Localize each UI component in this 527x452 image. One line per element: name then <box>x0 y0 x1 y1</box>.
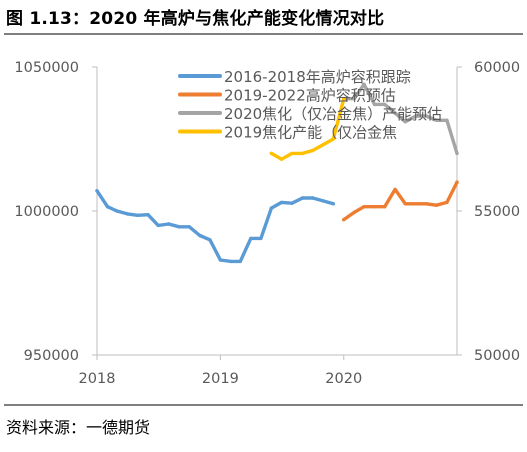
data-point-series-4 <box>342 97 346 101</box>
data-point-series-1 <box>269 206 274 210</box>
data-point-series-1 <box>187 225 191 229</box>
data-point-series-2 <box>383 205 387 209</box>
x-tick-label: 2019 <box>202 371 239 387</box>
data-point-series-3 <box>455 151 459 156</box>
data-point-series-1 <box>135 213 140 217</box>
source-note: 资料来源：一德期货 <box>6 418 151 437</box>
data-point-series-2 <box>434 203 439 207</box>
data-point-series-3 <box>383 102 387 107</box>
data-point-series-2 <box>445 200 449 205</box>
data-point-series-1 <box>156 223 160 228</box>
data-point-series-2 <box>424 202 428 206</box>
data-point-series-1 <box>146 213 150 217</box>
data-point-series-1 <box>167 222 171 226</box>
data-point-series-1 <box>321 199 325 203</box>
y-left-tick-label: 950000 <box>24 348 79 364</box>
y-right-tick-label: 60000 <box>474 60 520 76</box>
series-line-3 <box>342 82 459 156</box>
data-point-series-2 <box>403 202 407 206</box>
legend-label-3: 2020焦化（仅冶金焦）产能预估 <box>224 105 442 123</box>
x-tick-label: 2020 <box>325 371 362 387</box>
data-point-series-3 <box>393 111 397 115</box>
data-point-series-2 <box>372 205 377 209</box>
data-point-series-2 <box>455 180 459 184</box>
data-point-series-1 <box>115 209 119 213</box>
data-point-series-1 <box>300 196 305 200</box>
data-point-series-2 <box>342 217 346 222</box>
data-point-series-1 <box>105 205 110 209</box>
data-point-series-4 <box>300 151 305 156</box>
data-point-series-2 <box>393 187 397 192</box>
y-right-tick-label: 50000 <box>474 348 520 364</box>
data-point-series-1 <box>279 200 284 205</box>
data-point-series-1 <box>198 233 202 238</box>
data-point-series-4 <box>321 143 325 147</box>
data-point-series-1 <box>290 201 294 205</box>
legend-label-4: 2019焦化产能（仅冶金焦 <box>224 124 397 142</box>
series-line-2 <box>342 180 459 222</box>
legend-label-2: 2019-2022高炉容积预估 <box>224 87 396 105</box>
y-left-tick-label: 1050000 <box>14 60 79 76</box>
data-point-series-2 <box>414 202 418 206</box>
legend-label-1: 2016-2018年高炉容积跟踪 <box>224 68 411 86</box>
top-rule <box>4 33 523 35</box>
data-point-series-3 <box>445 118 449 123</box>
data-point-series-3 <box>414 114 418 118</box>
data-point-series-3 <box>424 114 428 118</box>
data-point-series-3 <box>434 118 439 123</box>
data-point-series-1 <box>125 212 130 216</box>
data-point-series-1 <box>249 236 253 241</box>
x-tick-label: 2018 <box>79 371 116 387</box>
series-line-1 <box>95 189 335 264</box>
data-point-series-1 <box>95 189 99 193</box>
data-point-series-3 <box>352 97 356 101</box>
data-point-series-1 <box>229 259 233 264</box>
bottom-rule <box>4 404 523 406</box>
data-point-series-4 <box>331 137 335 141</box>
data-point-series-1 <box>177 225 181 229</box>
data-point-series-3 <box>362 82 366 87</box>
data-point-series-1 <box>311 196 315 200</box>
data-point-series-4 <box>290 151 294 156</box>
data-point-series-1 <box>218 258 223 262</box>
data-point-series-1 <box>238 259 242 264</box>
data-point-series-2 <box>362 205 366 209</box>
y-left-tick-label: 1000000 <box>14 204 79 220</box>
data-point-series-3 <box>372 102 377 107</box>
data-point-series-4 <box>279 157 284 161</box>
data-point-series-3 <box>403 120 407 124</box>
y-right-tick-label: 55000 <box>474 204 520 220</box>
data-point-series-4 <box>311 148 315 153</box>
data-point-series-1 <box>208 238 212 242</box>
figure-title: 图 1.13：2020 年高炉与焦化产能变化情况对比 <box>6 9 385 29</box>
data-point-series-2 <box>352 210 356 215</box>
data-point-series-1 <box>259 236 263 241</box>
series-line-4 <box>269 96 346 161</box>
data-point-series-1 <box>331 202 335 206</box>
data-point-series-4 <box>269 151 274 156</box>
